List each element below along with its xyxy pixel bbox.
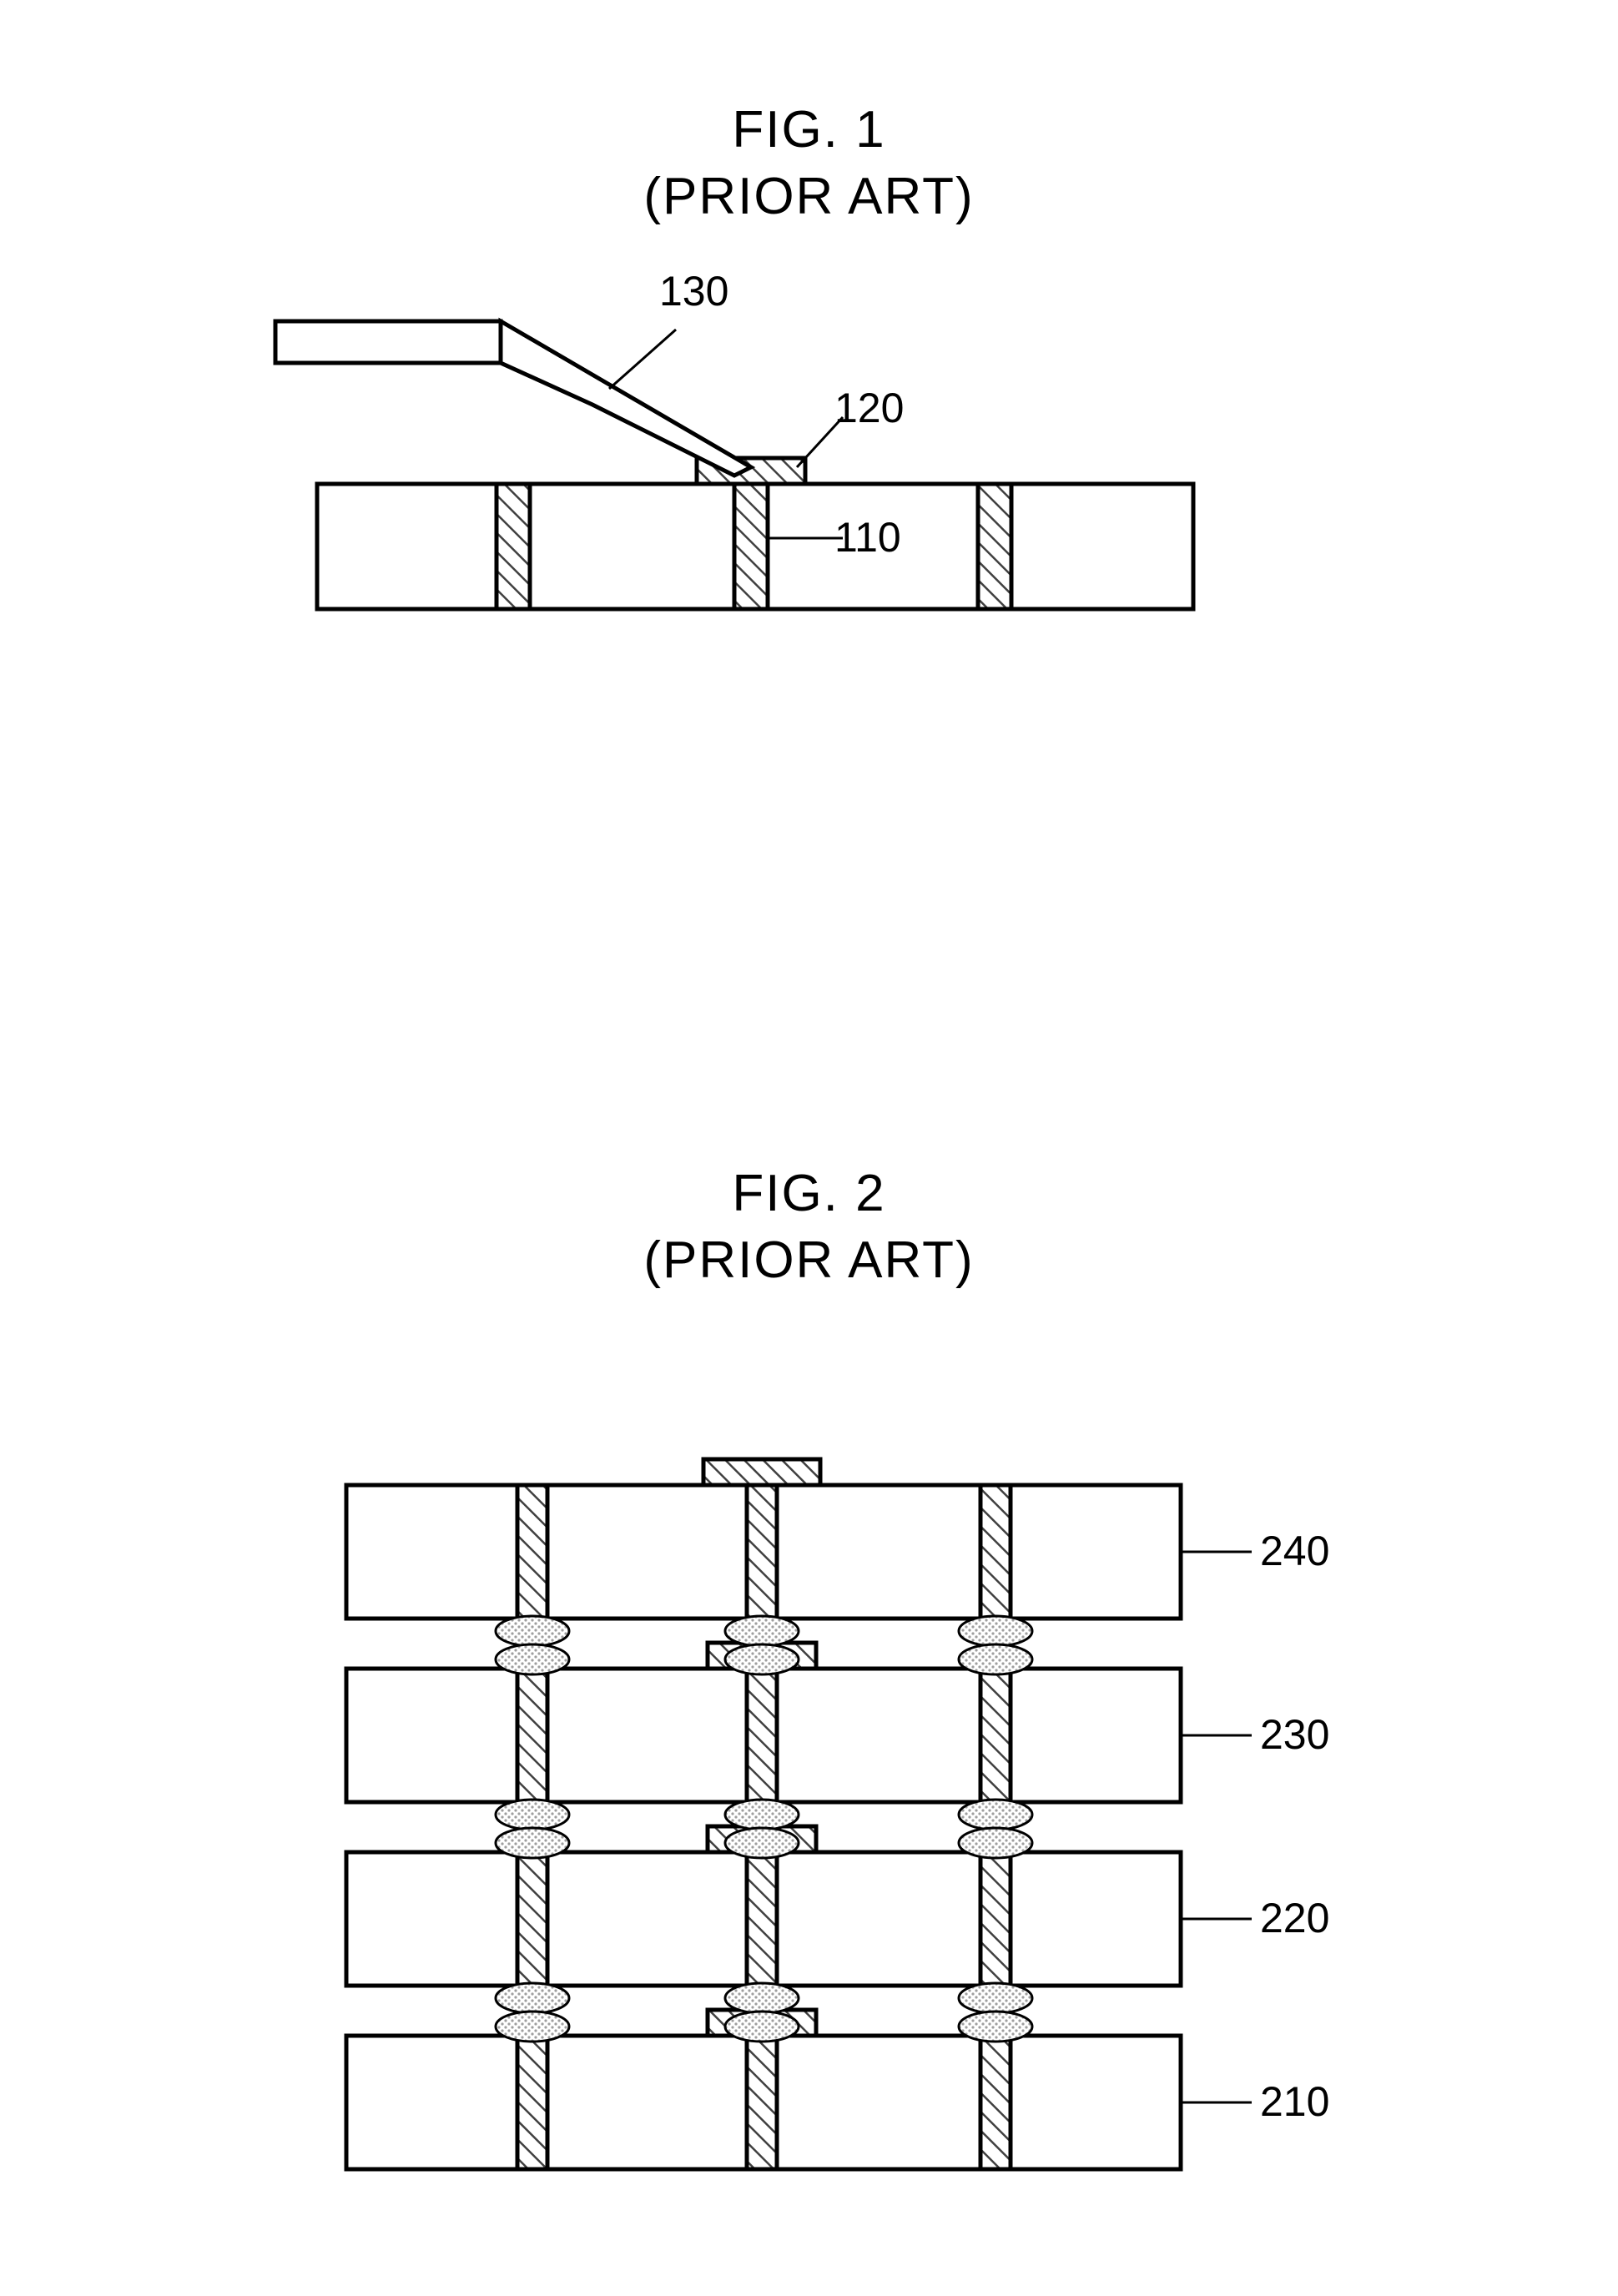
fig2-tsv-0-2 — [980, 1485, 1011, 1619]
fig1-label-110: 110 — [834, 513, 901, 561]
fig2-bump-2-2-b — [959, 2012, 1032, 2042]
fig2-tsv-1-0 — [517, 1669, 547, 1802]
fig1-probe-tip — [501, 321, 751, 476]
fig2-bump-2-1-a — [725, 1983, 799, 2013]
fig2-tsv-2-2 — [980, 1852, 1011, 1986]
fig2-tsv-3-2 — [980, 2036, 1011, 2169]
fig1-tsv-1 — [734, 484, 768, 609]
fig2-tsv-2-0 — [517, 1852, 547, 1986]
fig2-bump-1-0-a — [496, 1800, 569, 1830]
fig2-bump-0-2-a — [959, 1616, 1032, 1646]
fig2-bump-2-2-a — [959, 1983, 1032, 2013]
fig1-label-130: 130 — [659, 267, 728, 315]
fig1-title-line2: (PRIOR ART) — [0, 167, 1618, 226]
fig2-label-240: 240 — [1260, 1527, 1329, 1575]
fig2-top-pad — [703, 1459, 820, 1485]
fig2-bump-2-0-a — [496, 1983, 569, 2013]
fig2-label-210: 210 — [1260, 2077, 1329, 2126]
fig1-tsv-2 — [978, 484, 1011, 609]
fig1-title-line1: FIG. 1 — [0, 100, 1618, 159]
fig2-tsv-0-1 — [747, 1485, 777, 1619]
fig2-bump-0-2-b — [959, 1644, 1032, 1674]
fig2-bump-0-0-b — [496, 1644, 569, 1674]
fig2-tsv-3-0 — [517, 2036, 547, 2169]
fig2-bump-2-1-b — [725, 2012, 799, 2042]
fig2-title-line1: FIG. 2 — [0, 1164, 1618, 1223]
fig2-bump-0-1-b — [725, 1644, 799, 1674]
fig2-tsv-0-0 — [517, 1485, 547, 1619]
fig2-diagram — [292, 1435, 1419, 2203]
fig2-label-230: 230 — [1260, 1710, 1329, 1759]
fig2-tsv-1-2 — [980, 1669, 1011, 1802]
fig1-diagram — [250, 292, 1293, 667]
fig2-bump-0-0-a — [496, 1616, 569, 1646]
fig2-label-220: 220 — [1260, 1894, 1329, 1942]
fig2-title-line2: (PRIOR ART) — [0, 1231, 1618, 1290]
fig2-bump-1-2-b — [959, 1828, 1032, 1858]
fig1-label-120: 120 — [834, 384, 904, 432]
fig2-tsv-3-1 — [747, 2036, 777, 2169]
fig2-bump-1-1-b — [725, 1828, 799, 1858]
fig2-bump-1-2-a — [959, 1800, 1032, 1830]
fig2-bump-2-0-b — [496, 2012, 569, 2042]
fig2-bump-1-1-a — [725, 1800, 799, 1830]
fig2-tsv-1-1 — [747, 1669, 777, 1802]
fig1-tsv-0 — [496, 484, 530, 609]
fig2-tsv-2-1 — [747, 1852, 777, 1986]
fig1-probe-body — [275, 321, 501, 363]
fig2-bump-0-1-a — [725, 1616, 799, 1646]
fig2-bump-1-0-b — [496, 1828, 569, 1858]
